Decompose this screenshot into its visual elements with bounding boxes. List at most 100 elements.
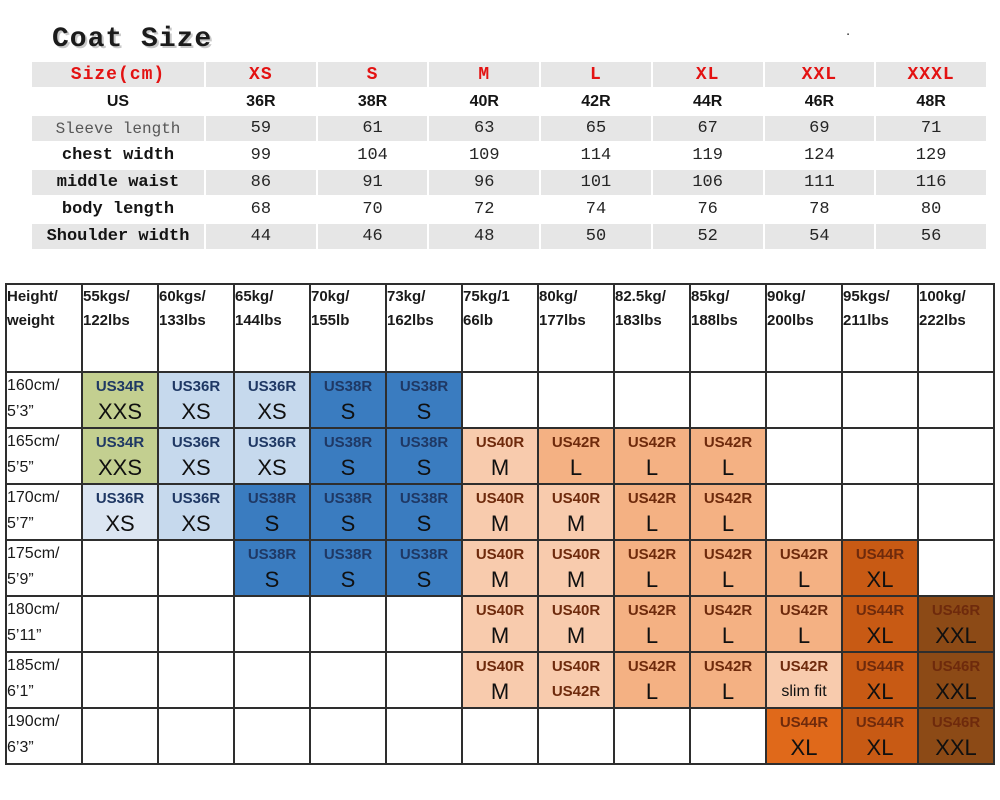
weight-header-row: Height/weight 55kgs/122lbs 60kgs/133lbs 65k… xyxy=(5,283,995,373)
measurement-label: US xyxy=(32,89,204,114)
size-cell-us46r-xxl: US46R XXL xyxy=(917,707,995,765)
size-cell-us38r-s: US38R S xyxy=(309,483,387,541)
size-cell-us36r-xs: US36R XS xyxy=(81,483,159,541)
height-label: 165cm/5’5” xyxy=(5,427,83,485)
size-cell-us42r-l: US42R L xyxy=(613,595,691,653)
measurement-value: 46R xyxy=(764,89,875,114)
empty-cell xyxy=(81,651,159,709)
measurement-value: 69 xyxy=(764,116,875,141)
size-cell-us36r-xs: US36R XS xyxy=(157,371,235,429)
measurement-value: 59 xyxy=(206,116,316,141)
weight-header: 55kgs/122lbs xyxy=(81,283,159,373)
size-col-header-m: M xyxy=(429,62,540,87)
measurement-label: Shoulder width xyxy=(32,224,204,249)
empty-cell xyxy=(233,707,311,765)
empty-cell xyxy=(309,595,387,653)
measurement-value: 96 xyxy=(429,170,540,195)
measurement-label: Sleeve length xyxy=(32,116,204,141)
weight-header: 60kgs/133lbs xyxy=(157,283,235,373)
empty-cell xyxy=(157,595,235,653)
measurement-value: 36R xyxy=(206,89,316,114)
size-cell-us42r-l: US42R L xyxy=(537,427,615,485)
weight-header: 90kg/200lbs xyxy=(765,283,843,373)
empty-cell xyxy=(385,707,463,765)
height-row-190cm: 190cm/6’3” US44R XL US44R XL US46R XXL xyxy=(5,707,995,765)
empty-cell xyxy=(233,651,311,709)
empty-cell xyxy=(841,427,919,485)
size-cell-us36r-xs: US36R XS xyxy=(233,427,311,485)
measurement-value: 99 xyxy=(206,143,316,168)
empty-cell xyxy=(157,651,235,709)
size-cell-us42r-l: US42R L xyxy=(613,651,691,709)
size-cell-us36r-xs: US36R XS xyxy=(157,427,235,485)
size-col-header-xs: XS xyxy=(206,62,316,87)
size-col-header-xxxl: XXXL xyxy=(876,62,986,87)
size-col-header-l: L xyxy=(541,62,651,87)
measurement-value: 111 xyxy=(764,170,875,195)
measurement-label: chest width xyxy=(32,143,204,168)
size-cell-us38r-s: US38R S xyxy=(233,483,311,541)
measurement-row-middle-waist: middle waist 86 91 96 101 106 111 116 xyxy=(32,170,986,195)
measurement-value: 56 xyxy=(876,224,986,249)
empty-cell xyxy=(917,427,995,485)
empty-cell xyxy=(81,539,159,597)
measurement-value: 91 xyxy=(317,170,428,195)
measurement-label: body length xyxy=(32,197,204,222)
size-cell-us42r-l: US42R L xyxy=(613,483,691,541)
size-cell-us40r-m: US40R M xyxy=(461,539,539,597)
measurement-value: 119 xyxy=(652,143,763,168)
empty-cell xyxy=(157,707,235,765)
measurements-table-body: Size(cm) XS S M L XL XXL XXXL US 36R 38R 40R 42R 44R 4… xyxy=(32,62,986,249)
measurement-value: 68 xyxy=(206,197,316,222)
size-cell-us42r-slim-fit: US42R slim fit xyxy=(765,651,843,709)
size-header-row: Size(cm) XS S M L XL XXL XXXL xyxy=(32,62,986,87)
height-row-175cm: 175cm/5’9” US38R S US38R S US38R S US40R M US40R M… xyxy=(5,539,995,597)
size-cell-us38r-s: US38R S xyxy=(385,371,463,429)
empty-cell xyxy=(385,595,463,653)
weight-header: 85kg/188lbs xyxy=(689,283,767,373)
height-label: 175cm/5’9” xyxy=(5,539,83,597)
size-cell-us38r-s: US38R S xyxy=(309,371,387,429)
size-col-header-s: S xyxy=(317,62,428,87)
size-cell-us42r-l: US42R L xyxy=(689,595,767,653)
weight-header: 80kg/177lbs xyxy=(537,283,615,373)
height-row-160cm: 160cm/5’3” US34R XXS US36R XS US36R XS US38R S US… xyxy=(5,371,995,429)
size-cell-us36r-xs: US36R XS xyxy=(157,483,235,541)
empty-cell xyxy=(385,651,463,709)
height-label: 160cm/5’3” xyxy=(5,371,83,429)
measurement-value: 106 xyxy=(652,170,763,195)
measurement-value: 44R xyxy=(652,89,763,114)
empty-cell xyxy=(917,371,995,429)
height-label: 185cm/6’1” xyxy=(5,651,83,709)
height-label: 170cm/5’7” xyxy=(5,483,83,541)
measurement-value: 104 xyxy=(317,143,428,168)
measurement-value: 124 xyxy=(764,143,875,168)
measurement-value: 46 xyxy=(317,224,428,249)
empty-cell xyxy=(689,707,767,765)
measurement-row-body-length: body length 68 70 72 74 76 78 80 xyxy=(32,197,986,222)
size-cell-us42r-l: US42R L xyxy=(765,539,843,597)
measurement-value: 80 xyxy=(876,197,986,222)
size-cell-us34r-xxs: US34R XXS xyxy=(81,371,159,429)
height-row-185cm: 185cm/6’1” US40R M US40R US42R US42R L US42R L US… xyxy=(5,651,995,709)
size-cell-us36r-xs: US36R XS xyxy=(233,371,311,429)
empty-cell xyxy=(537,371,615,429)
measurement-value: 61 xyxy=(317,116,428,141)
size-col-header-xxl: XXL xyxy=(764,62,875,87)
measurement-value: 42R xyxy=(541,89,651,114)
size-cell-us34r-xxs: US34R XXS xyxy=(81,427,159,485)
weight-header: 70kg/155lb xyxy=(309,283,387,373)
empty-cell xyxy=(309,707,387,765)
measurement-row-sleeve-length: Sleeve length 59 61 63 65 67 69 71 xyxy=(32,116,986,141)
height-weight-size-table-body: Height/weight 55kgs/122lbs 60kgs/133lbs 65k… xyxy=(5,283,995,765)
size-cell-us38r-s: US38R S xyxy=(385,539,463,597)
size-cell-us44r-xl: US44R XL xyxy=(841,707,919,765)
empty-cell xyxy=(81,595,159,653)
size-cell-us40r-m: US40R M xyxy=(537,595,615,653)
empty-cell xyxy=(689,371,767,429)
size-cell-us40r-m: US40R M xyxy=(461,483,539,541)
measurement-value: 129 xyxy=(876,143,986,168)
measurement-value: 54 xyxy=(764,224,875,249)
measurement-row-shoulder-width: Shoulder width 44 46 48 50 52 54 56 xyxy=(32,224,986,249)
measurement-value: 50 xyxy=(541,224,651,249)
